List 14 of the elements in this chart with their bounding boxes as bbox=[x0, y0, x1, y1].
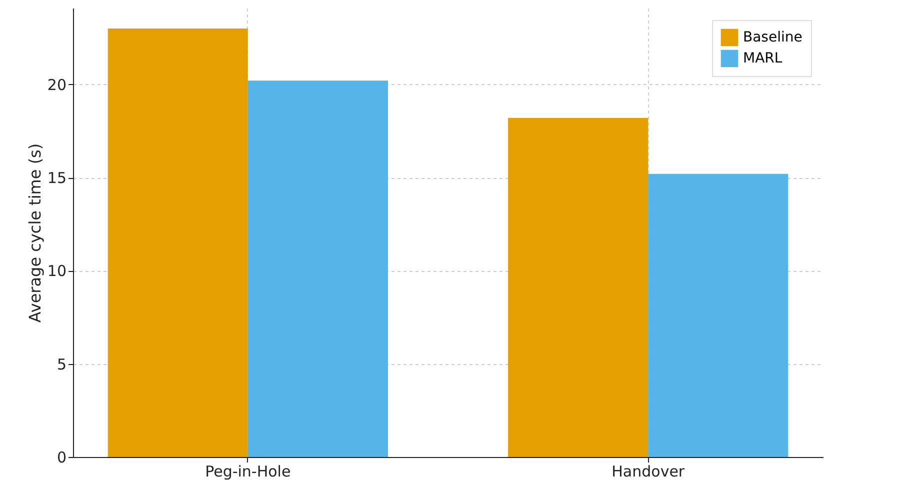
x-tick-label: Handover bbox=[612, 462, 686, 480]
y-tick-label: 15 bbox=[47, 169, 66, 188]
y-tick-label: 10 bbox=[47, 262, 66, 280]
bar bbox=[648, 174, 788, 457]
bar bbox=[508, 118, 648, 457]
legend-label: MARL bbox=[743, 50, 782, 66]
y-tick-label: 20 bbox=[47, 76, 66, 94]
y-tick-label: 0 bbox=[56, 448, 66, 466]
y-tick-label: 5 bbox=[56, 355, 66, 374]
y-axis-title: Average cycle time (s) bbox=[25, 143, 44, 323]
bar bbox=[248, 80, 388, 457]
bar bbox=[108, 28, 248, 457]
legend-label: Baseline bbox=[743, 30, 802, 46]
x-tick-label: Peg-in-Hole bbox=[205, 462, 291, 480]
